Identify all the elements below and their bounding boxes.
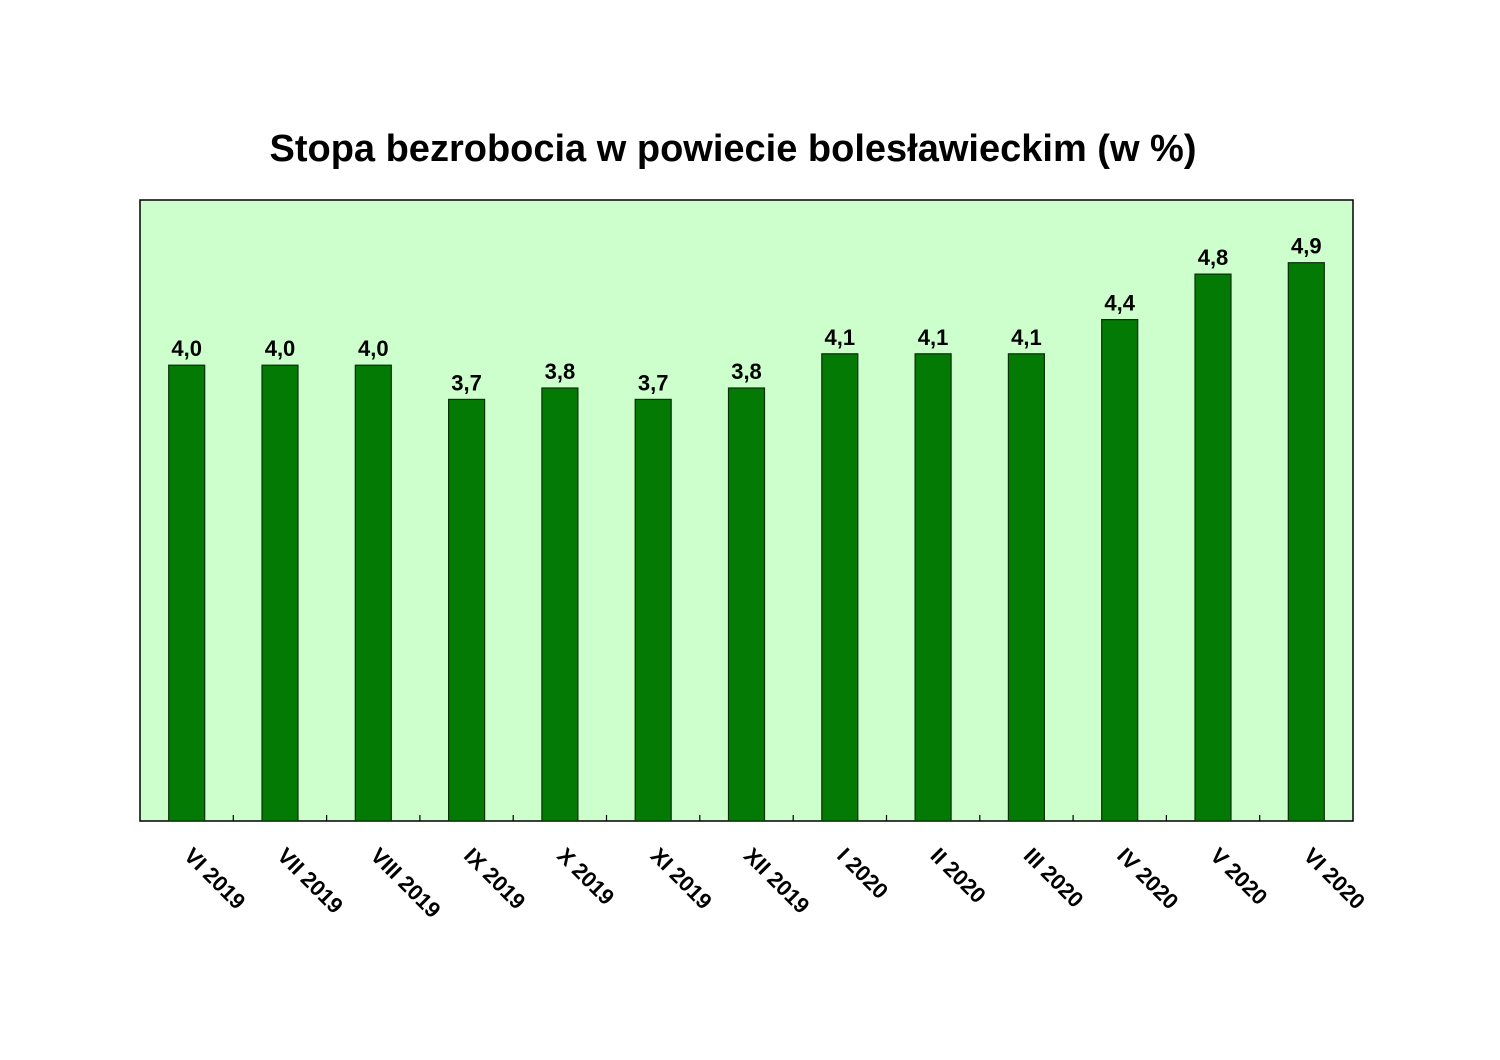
bar-1: [261, 364, 299, 822]
x-axis-labels: VI 2019 VII 2019 VIII 2019 IX 2019 X 2019 XI …: [179, 843, 1370, 923]
bar-11: [1194, 273, 1232, 822]
bar-9: [1007, 353, 1046, 822]
data-label-7: 4,1: [825, 325, 856, 350]
bars-group: [168, 262, 1325, 822]
bar-8: [914, 353, 952, 822]
x-tick-label-10: IV 2020: [1112, 843, 1183, 914]
data-label-12: 4,9: [1291, 234, 1322, 259]
x-tick-label-4: X 2019: [552, 843, 619, 910]
bar-4: [541, 387, 579, 822]
x-tick-label-11: V 2020: [1205, 843, 1272, 910]
bar-12: [1287, 262, 1325, 822]
bar-10: [1101, 319, 1139, 822]
data-label-3: 3,7: [451, 370, 482, 395]
bar-2: [354, 364, 392, 822]
x-tick-label-9: III 2020: [1019, 843, 1089, 913]
x-tick-label-12: VI 2020: [1299, 843, 1370, 914]
x-tick-label-2: VIII 2019: [366, 843, 446, 923]
data-label-1: 4,0: [265, 336, 296, 361]
data-label-5: 3,7: [638, 370, 669, 395]
x-tick-label-3: IX 2019: [459, 843, 530, 914]
x-tick-label-1: VII 2019: [272, 843, 348, 919]
x-tick-label-8: II 2020: [926, 843, 991, 908]
data-label-6: 3,8: [731, 359, 762, 384]
x-axis-ticks: [232, 815, 1261, 821]
x-tick-label-6: XII 2019: [739, 843, 815, 919]
data-label-8: 4,1: [918, 325, 949, 350]
data-label-2: 4,0: [358, 336, 389, 361]
x-tick-label-0: VI 2019: [179, 843, 250, 914]
x-tick-label-7: I 2020: [832, 843, 893, 904]
data-label-10: 4,4: [1104, 291, 1135, 316]
bar-7: [821, 353, 859, 822]
data-labels-group: 4,0 4,0 4,0 3,7 3,8 3,7 3,8 4,1 4,1 4,1 4,4 4,8 4,9: [171, 234, 1321, 396]
bar-6: [727, 387, 766, 822]
x-tick-label-5: XI 2019: [646, 843, 717, 914]
bar-5: [634, 398, 672, 822]
data-label-11: 4,8: [1198, 245, 1229, 270]
bar-0: [168, 364, 206, 822]
bar-3: [448, 398, 486, 822]
data-label-9: 4,1: [1011, 325, 1042, 350]
data-label-0: 4,0: [171, 336, 202, 361]
chart-title: Stopa bezrobocia w powiecie bolesławieck…: [269, 128, 1197, 170]
data-label-4: 3,8: [545, 359, 576, 384]
